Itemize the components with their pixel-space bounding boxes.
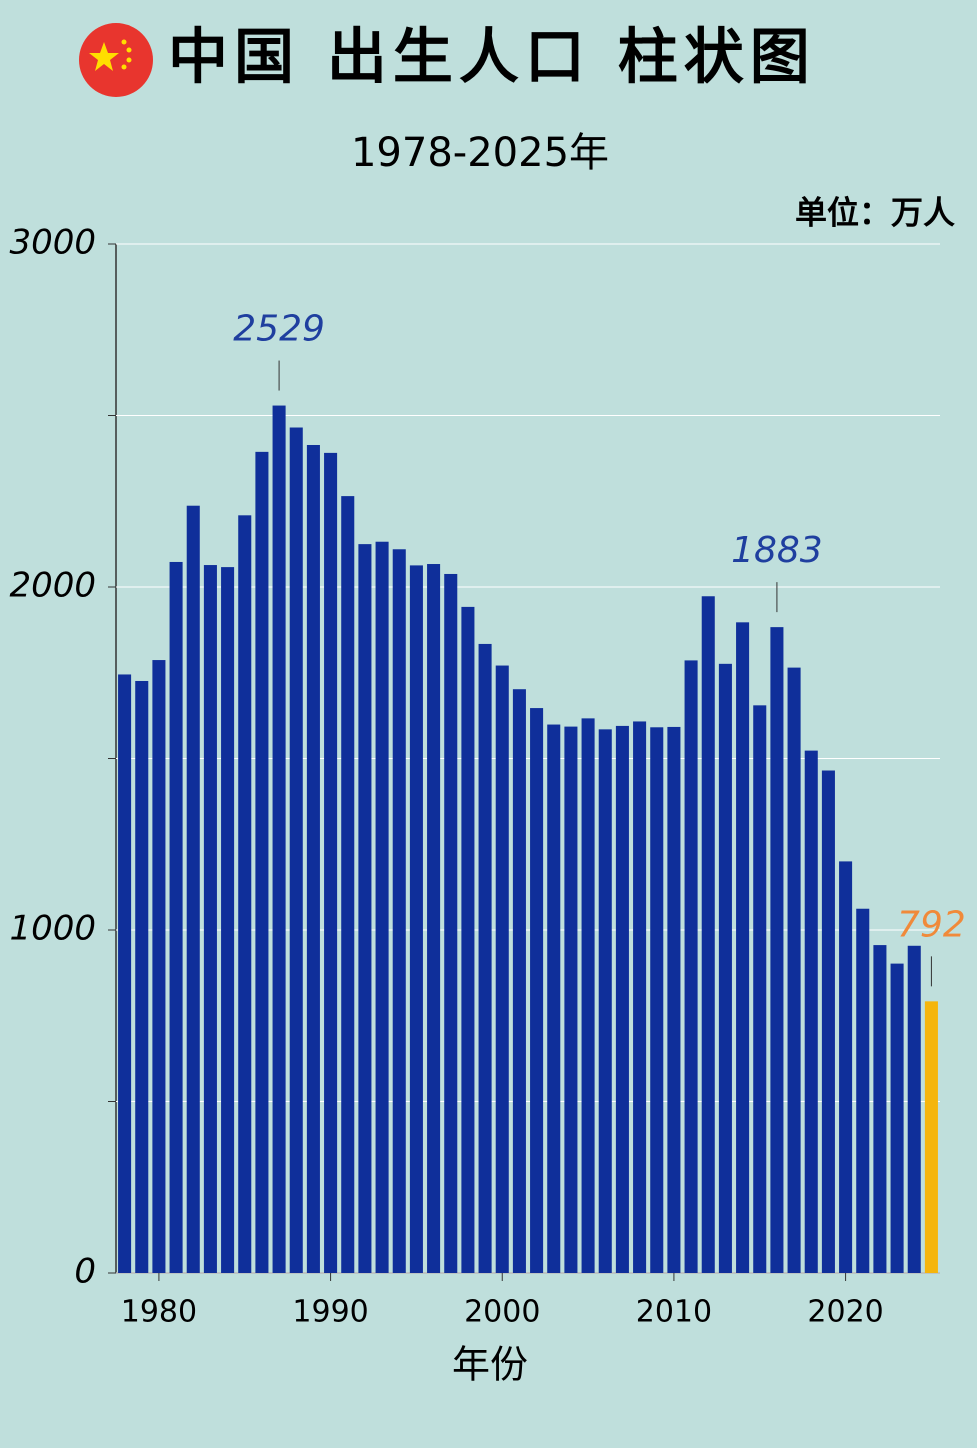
bar [152,660,166,1273]
bar [409,565,423,1273]
bar [135,680,149,1273]
unit-label: 单位：万人 [795,194,955,232]
x-tick-label: 1980 [121,1295,197,1330]
bar [581,718,595,1273]
bar [736,622,750,1273]
bar [324,452,338,1274]
bar [615,725,629,1273]
bar [255,451,269,1273]
bar [375,541,389,1273]
bar [495,665,509,1273]
bar [341,496,355,1274]
bar [169,561,183,1273]
bar [873,945,887,1273]
bar [289,427,303,1273]
bar [478,643,492,1273]
y-tick-label: 3000 [9,223,96,263]
bar [118,674,132,1273]
bar [238,515,252,1273]
bar [221,567,235,1273]
bar [598,729,612,1273]
y-tick-label: 2000 [9,566,96,606]
bar [924,1001,938,1273]
bar [718,663,732,1273]
bar [907,945,921,1273]
bar [427,564,441,1273]
bar [306,444,320,1273]
bar [272,405,286,1274]
x-axis-label: 年份 [452,1343,528,1387]
bar [633,721,647,1273]
annotation-label: 2529 [233,309,325,350]
bar [839,861,853,1273]
y-tick-label: 1000 [9,909,96,949]
bar [856,908,870,1273]
bar [684,660,698,1273]
bar [512,689,526,1273]
bar [787,667,801,1273]
bar [203,565,217,1273]
bar [392,549,406,1273]
x-tick-label: 2020 [807,1295,883,1330]
bar [804,750,818,1273]
bar [461,606,475,1273]
bar [650,727,664,1273]
bar [358,544,372,1273]
bar [753,705,767,1273]
bar [667,726,681,1273]
bar [444,573,458,1273]
bar [186,505,200,1274]
x-tick-label: 2000 [464,1295,540,1330]
annotation-label: 792 [897,904,966,945]
bar [701,596,715,1273]
chart-subtitle: 1978-2025年 [351,130,609,176]
bar [547,724,561,1273]
y-tick-label: 0 [74,1252,96,1292]
bar [821,770,835,1273]
bar [770,627,784,1273]
bar [530,708,544,1273]
x-tick-label: 1990 [292,1295,368,1330]
chart-title: 中国 出生人口 柱状图 [168,23,816,93]
flag-icon [79,23,153,97]
x-tick-label: 2010 [636,1295,712,1330]
bar [890,963,904,1273]
bar [564,726,578,1273]
annotation-label: 1883 [731,530,823,571]
